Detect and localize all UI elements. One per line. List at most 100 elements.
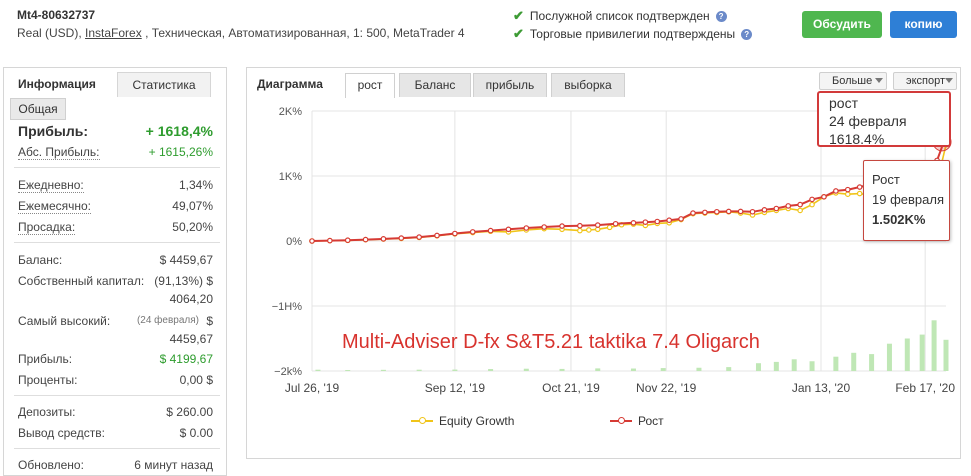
highest-value: 4459,67 <box>169 332 213 346</box>
volume-bar <box>904 338 910 371</box>
withdrawals-value: $ 0.00 <box>179 426 213 440</box>
account-type: Real (USD), <box>17 26 82 40</box>
x-tick-label: Sep 12, '19 <box>425 381 486 395</box>
info-panel: Информация Статистика Общая Прибыль: + 1… <box>3 67 227 476</box>
volume-bar <box>315 369 321 371</box>
tab-balance[interactable]: Баланс <box>399 73 471 97</box>
check-icon: ✔ <box>513 8 524 23</box>
updated-label: Обновлено: <box>18 458 84 472</box>
more-button-label: Больше <box>832 75 873 87</box>
growth-point <box>821 194 827 200</box>
tab-growth[interactable]: рост <box>345 73 395 98</box>
volume-bar <box>630 368 636 371</box>
volume-bar <box>416 369 422 371</box>
y-tick-label: 0% <box>286 236 302 248</box>
y-tick-label: −1H% <box>272 301 302 313</box>
subtab-general[interactable]: Общая <box>10 98 66 120</box>
chart-watermark: Multi-Adviser D-fx S&T5.21 taktika 7.4 O… <box>342 331 760 353</box>
tooltip-date: 24 февраля <box>829 113 907 129</box>
growth-point <box>737 208 744 215</box>
discuss-button[interactable]: Обсудить <box>802 11 882 38</box>
chevron-down-icon <box>945 78 953 83</box>
broker-link[interactable]: InstaForex <box>85 26 142 40</box>
help-icon[interactable]: ? <box>715 10 727 22</box>
volume-bar <box>696 367 702 371</box>
withdrawals-label: Вывод средств: <box>18 426 105 440</box>
divider <box>14 395 220 396</box>
equity-point <box>856 190 863 197</box>
help-icon[interactable]: ? <box>741 28 753 40</box>
y-tick-label: −2k% <box>274 366 302 378</box>
divider <box>14 242 220 243</box>
account-subtitle: Real (USD), InstaForex , Техническая, Ав… <box>17 26 465 40</box>
growth-point <box>809 196 815 203</box>
balance-value: $ 4459,67 <box>159 253 213 267</box>
tooltip-value: 1618.4% <box>829 131 885 147</box>
tab-profit[interactable]: прибыль <box>473 73 547 97</box>
copy-button[interactable]: копию <box>890 11 957 38</box>
growth-point <box>761 207 768 213</box>
more-button[interactable]: Больше <box>819 72 887 90</box>
growth-point <box>452 230 458 237</box>
growth-point <box>612 220 619 227</box>
growth-point <box>678 216 684 222</box>
chart-tooltip-latest: рост 24 февраля 1618.4% <box>817 91 951 147</box>
highest-row: Самый высокий: (24 февраля) $ 4459,67 <box>18 314 213 350</box>
daily-label: Ежедневно: <box>18 178 84 193</box>
growth-point <box>505 226 512 233</box>
growth-point <box>833 188 839 194</box>
x-tick-label: Feb 17, '20 <box>895 381 955 395</box>
growth-point <box>594 222 601 228</box>
track-record-label: Послужной список подтвержден <box>529 9 710 23</box>
legend-label-equity: Equity Growth <box>439 414 515 428</box>
y-tick-label: 2K% <box>279 106 302 118</box>
equity-point <box>577 227 583 234</box>
tooltip-title: Рост <box>872 172 900 187</box>
abs-profit-label: Абс. Прибыль: <box>18 145 100 160</box>
legend-growth[interactable]: Рост <box>610 414 664 428</box>
x-tick-label: Nov 22, '19 <box>636 381 697 395</box>
drawdown-label: Просадка: <box>18 220 76 235</box>
legend-swatch-growth <box>610 416 632 426</box>
legend-equity-growth[interactable]: Equity Growth <box>411 414 514 428</box>
export-button[interactable]: экспорт <box>893 72 957 90</box>
growth-point <box>844 186 851 193</box>
daily-value: 1,34% <box>178 178 213 192</box>
abs-profit-value: + 1615,26% <box>148 145 213 159</box>
growth-point <box>630 220 637 226</box>
growth-point <box>398 235 405 241</box>
growth-point <box>487 227 494 234</box>
equity-point <box>797 207 803 214</box>
growth-point <box>577 222 583 229</box>
growth-point <box>690 210 696 216</box>
growth-point <box>344 237 351 244</box>
highest-date: (24 февраля) <box>136 315 199 326</box>
volume-bar <box>488 369 494 371</box>
volume-bar <box>851 352 857 371</box>
tab-info[interactable]: Информация <box>18 77 96 91</box>
updated-value: 6 минут назад <box>134 458 213 472</box>
growth-point <box>327 237 333 244</box>
x-tick-label: Jan 13, '20 <box>792 381 851 395</box>
profit-amount-label: Прибыль: <box>18 352 73 366</box>
tab-statistics[interactable]: Статистика <box>117 72 211 97</box>
highest-label: Самый высокий: <box>18 314 111 328</box>
volume-bar <box>345 370 351 371</box>
equity-value: 4064,20 <box>169 292 213 306</box>
chart-panel-title: Диаграмма <box>257 77 323 91</box>
growth-point <box>749 208 756 215</box>
growth-point <box>797 201 803 208</box>
volume-bar <box>791 359 797 371</box>
info-tabs: Информация Статистика <box>4 68 226 97</box>
deposits-label: Депозиты: <box>18 405 76 419</box>
legend-label-growth: Рост <box>638 414 664 428</box>
volume-bar <box>660 368 666 371</box>
tab-drawdown[interactable]: выборка <box>551 73 625 97</box>
volume-bar <box>523 368 529 371</box>
volume-bar <box>869 354 875 371</box>
deposits-value: $ 260.00 <box>166 405 213 419</box>
account-title: Mt4-80632737 <box>17 8 96 22</box>
growth-point <box>642 219 649 225</box>
volume-bar <box>773 361 779 371</box>
